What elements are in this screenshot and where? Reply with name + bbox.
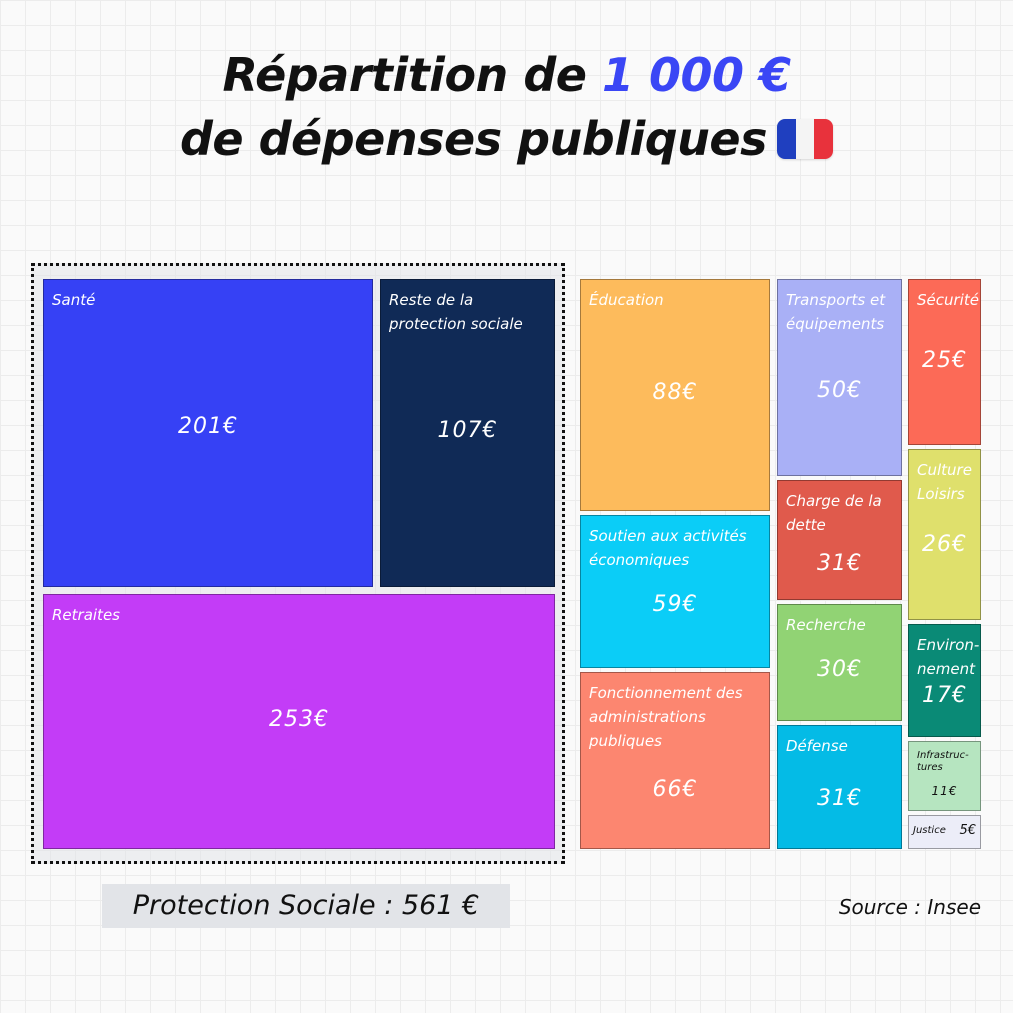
tile-reste: Reste de la protection sociale 107€ bbox=[380, 279, 555, 587]
tile-transports: Transports et équipements 50€ bbox=[777, 279, 902, 476]
tile-value: 107€ bbox=[437, 418, 498, 443]
tile-label: Défense bbox=[786, 737, 848, 755]
tile-value: 66€ bbox=[652, 777, 698, 802]
tile-label: Santé bbox=[52, 291, 96, 309]
tile-value: 26€ bbox=[922, 532, 967, 557]
tile-label: Soutien aux activités économiques bbox=[589, 527, 747, 569]
title-prefix: Répartition de bbox=[222, 48, 587, 102]
tile-value: 201€ bbox=[178, 414, 238, 439]
tile-label: Sécurité bbox=[917, 291, 979, 309]
tile-defense: Défense 31€ bbox=[777, 725, 902, 849]
tile-value: 17€ bbox=[922, 683, 967, 708]
tile-value: 59€ bbox=[652, 592, 698, 617]
tile-label: Fonctionnement des administrations publi… bbox=[589, 684, 743, 750]
tile-label: Culture Loisirs bbox=[917, 461, 972, 503]
tile-value: 50€ bbox=[817, 378, 862, 403]
tile-value: 5€ bbox=[959, 823, 976, 838]
tile-label: Éducation bbox=[589, 291, 664, 309]
tile-culture: Culture Loisirs 26€ bbox=[908, 449, 981, 620]
chart-title-line1: Répartition de 1 000 € bbox=[0, 48, 1013, 102]
tile-label: Retraites bbox=[52, 606, 120, 624]
title-line2-text: de dépenses publiques bbox=[179, 112, 768, 166]
tile-label: Transports et équipements bbox=[786, 291, 886, 333]
tile-environnement: Environ-nement 17€ bbox=[908, 624, 981, 737]
tile-education: Éducation 88€ bbox=[580, 279, 770, 511]
tile-label: Recherche bbox=[786, 616, 866, 634]
source-note: Source : Insee bbox=[838, 895, 981, 919]
chart-title-line2: de dépenses publiques bbox=[0, 112, 1013, 166]
tile-value: 30€ bbox=[817, 657, 862, 682]
protection-sociale-total: Protection Sociale : 561 € bbox=[102, 884, 510, 928]
tile-value: 25€ bbox=[922, 348, 967, 373]
tile-charge: Charge de la dette 31€ bbox=[777, 480, 902, 600]
tile-justice: Justice 5€ bbox=[908, 815, 981, 849]
tile-value: 11€ bbox=[931, 784, 958, 798]
tile-infrastructures: Infrastruc-tures 11€ bbox=[908, 741, 981, 811]
tile-value: 31€ bbox=[817, 786, 862, 811]
tile-securite: Sécurité 25€ bbox=[908, 279, 981, 445]
tile-label: Charge de la dette bbox=[786, 492, 882, 534]
french-flag-icon bbox=[777, 118, 833, 159]
tile-retraites: Retraites 253€ bbox=[43, 594, 555, 849]
tile-fonctionnement: Fonctionnement des administrations publi… bbox=[580, 672, 770, 849]
tile-label: Infrastruc-tures bbox=[917, 750, 969, 773]
tile-value: 31€ bbox=[817, 551, 862, 576]
tile-soutien: Soutien aux activités économiques 59€ bbox=[580, 515, 770, 668]
tile-label: Reste de la protection sociale bbox=[389, 291, 523, 333]
tile-recherche: Recherche 30€ bbox=[777, 604, 902, 721]
tile-label: Justice bbox=[913, 825, 946, 836]
tile-label: Environ-nement bbox=[917, 636, 980, 678]
tile-value: 253€ bbox=[269, 707, 329, 732]
tile-sante: Santé 201€ bbox=[43, 279, 373, 587]
title-amount: 1 000 € bbox=[601, 48, 791, 102]
tile-value: 88€ bbox=[652, 380, 698, 405]
